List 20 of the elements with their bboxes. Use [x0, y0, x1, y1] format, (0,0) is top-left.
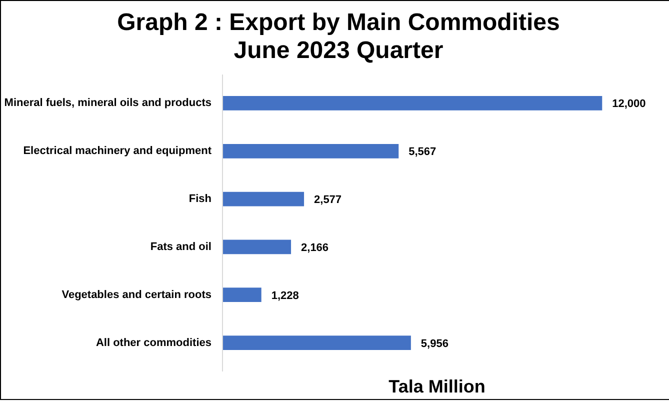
- x-axis-title: Tala Million: [388, 376, 486, 397]
- chart-title: Graph 2 : Export by Main Commodities June 2023 Quarter: [117, 9, 560, 64]
- bar: [222, 240, 292, 254]
- data-label: 2,166: [301, 242, 329, 254]
- y-tick-label: Mineral fuels, mineral oils and products: [4, 97, 212, 110]
- bar: [222, 336, 411, 350]
- data-label: 1,228: [271, 290, 299, 302]
- y-tick-label: Fats and oil: [150, 241, 212, 254]
- bar: [222, 192, 304, 206]
- bar: [222, 288, 262, 302]
- y-tick-label: Electrical machinery and equipment: [23, 145, 212, 158]
- y-tick-label: Fish: [188, 193, 212, 206]
- data-label: 2,577: [314, 194, 342, 206]
- bar: [222, 96, 602, 111]
- bar: [222, 144, 399, 159]
- data-label: 12,000: [612, 98, 646, 110]
- y-tick-label: All other commodities: [96, 336, 212, 349]
- data-label: 5,567: [408, 146, 436, 158]
- y-tick-label: Vegetables and certain roots: [62, 289, 212, 302]
- data-label: 5,956: [420, 338, 448, 350]
